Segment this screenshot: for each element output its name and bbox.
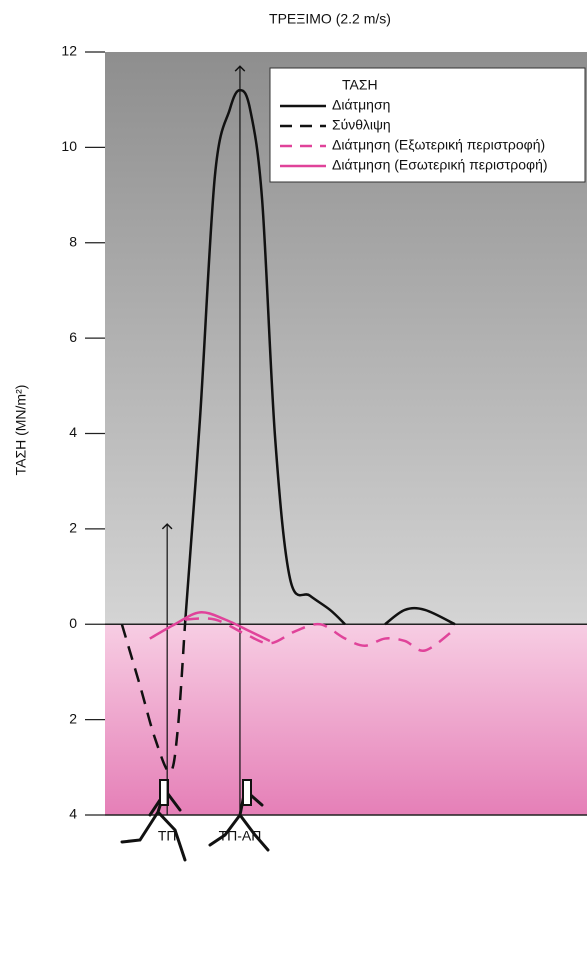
legend: ΤΑΣΗ Διάτμηση Σύνθλιψη Διάτμηση (Εξωτερική … <box>270 68 585 182</box>
chart: ΤΡΕΞΙΜΟ (2.2 m/s) ΤΑΣΗ (MN/m²) 4 2 0 2 4 6 8 10… <box>0 0 587 968</box>
y-axis-label: ΤΑΣΗ (MN/m²) <box>13 385 29 476</box>
negative-region <box>105 624 587 815</box>
y-tick-label: 2 <box>69 520 77 536</box>
y-tick-label: 0 <box>69 615 77 631</box>
legend-label: Διάτμηση (Εξωτερική περιστροφή) <box>332 137 545 153</box>
y-tick-label: 4 <box>69 424 77 440</box>
legend-label: Διάτμηση (Εσωτερική περιστροφή) <box>332 157 548 173</box>
runner-body <box>243 780 251 805</box>
event-label: ΤΠ <box>158 828 177 844</box>
legend-title: ΤΑΣΗ <box>342 77 378 93</box>
y-tick-label: 2 <box>69 710 77 726</box>
y-tick-label: 6 <box>69 329 77 345</box>
legend-label: Σύνθλιψη <box>332 117 391 133</box>
y-tick-label: 8 <box>69 233 77 249</box>
legend-label: Διάτμηση <box>332 97 390 113</box>
event-label: ΤΠ-ΑΠ <box>219 828 262 844</box>
chart-title: ΤΡΕΞΙΜΟ (2.2 m/s) <box>269 11 391 27</box>
y-tick-label: 10 <box>61 138 77 154</box>
y-tick-label: 4 <box>69 806 77 822</box>
y-tick-label: 12 <box>61 43 77 59</box>
